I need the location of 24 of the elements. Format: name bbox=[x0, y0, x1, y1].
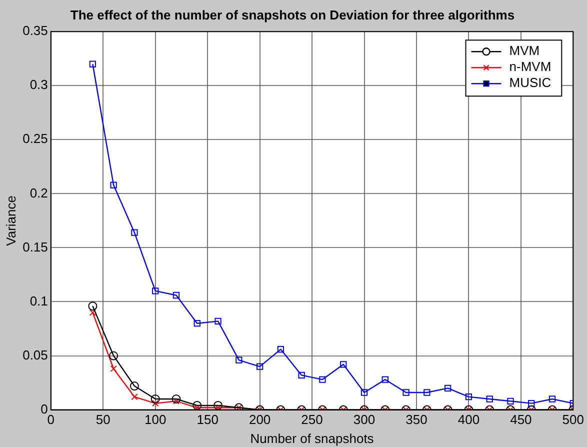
legend-label: MUSIC bbox=[509, 75, 552, 90]
x-tick-label: 100 bbox=[144, 412, 166, 428]
y-tick-label: 0.15 bbox=[22, 239, 48, 254]
x-tick-label: 200 bbox=[248, 412, 271, 428]
y-tick-label: 0.2 bbox=[30, 185, 48, 200]
x-tick-label: 350 bbox=[406, 412, 428, 428]
x-tick-label: 400 bbox=[458, 412, 480, 428]
x-tick-label: 300 bbox=[353, 412, 376, 428]
x-tick-label: 450 bbox=[510, 412, 532, 428]
y-tick-label: 0.1 bbox=[30, 293, 48, 308]
y-tick-label: 0.05 bbox=[22, 347, 48, 362]
y-tick-label: 0 bbox=[40, 401, 48, 416]
y-tick-label: 0.3 bbox=[30, 77, 48, 92]
x-tick-label: 500 bbox=[562, 412, 584, 428]
x-tick-label: 150 bbox=[196, 412, 218, 428]
x-tick-label: 50 bbox=[96, 412, 110, 428]
y-axis-title: Variance bbox=[3, 196, 18, 246]
y-tick-label: 0.35 bbox=[22, 23, 48, 38]
y-tick-label: 0.25 bbox=[22, 131, 48, 146]
legend-label: MVM bbox=[509, 43, 540, 58]
chart-title: The effect of the number of snapshots on Deviation for three algorithms bbox=[70, 7, 515, 22]
x-tick-label: 250 bbox=[301, 412, 323, 428]
legend-label: n-MVM bbox=[509, 59, 552, 74]
x-axis-title: Number of snapshots bbox=[250, 430, 374, 446]
